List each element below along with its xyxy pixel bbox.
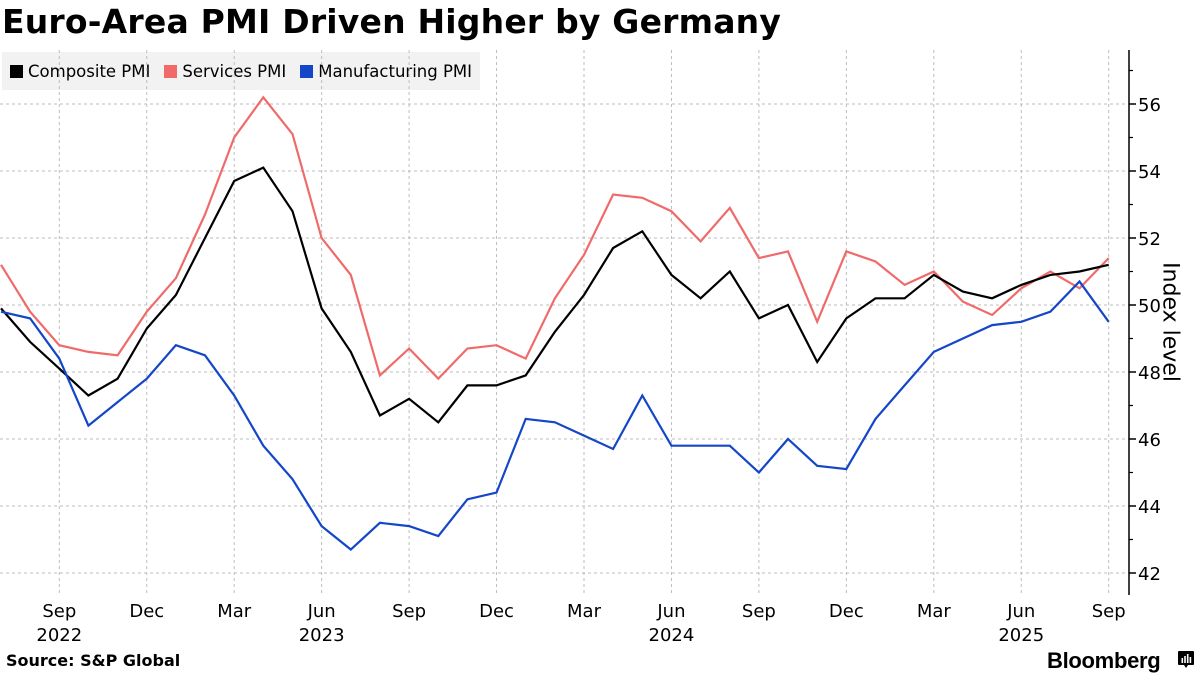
y-tick-label: 52 xyxy=(1138,229,1161,250)
x-tick-year-label: 2025 xyxy=(998,625,1044,646)
x-tick-label: Sep xyxy=(1092,601,1126,622)
x-tick-label: Mar xyxy=(917,601,952,622)
x-tick-label: Dec xyxy=(129,601,164,622)
legend-swatch-services xyxy=(164,64,178,78)
source-note: Source: S&P Global xyxy=(6,651,181,670)
legend-label-composite: Composite PMI xyxy=(28,61,151,81)
x-tick-label: Dec xyxy=(829,601,864,622)
y-tick-label: 56 xyxy=(1138,95,1161,116)
x-tick-label: Sep xyxy=(42,601,76,622)
x-tick-label: Sep xyxy=(392,601,426,622)
series-line-services-pmi xyxy=(0,95,1110,381)
legend-item-manufacturing: Manufacturing PMI xyxy=(300,62,472,81)
y-axis: 42 44 46 48 50 52 54 56 xyxy=(1128,50,1161,595)
series-line-manufacturing-pmi xyxy=(0,279,1110,551)
series-line-composite-pmi xyxy=(0,166,1109,424)
x-tick-label: Mar xyxy=(567,601,602,622)
legend-swatch-manufacturing xyxy=(300,64,314,78)
legend-swatch-composite xyxy=(10,64,23,78)
legend-item-composite: Composite PMI xyxy=(10,62,150,81)
x-axis: Sep 2022 Dec Mar Jun 2023 Sep Dec Mar Jun 2024 Sep D… xyxy=(36,601,1125,646)
x-tick-label: Jun xyxy=(1006,601,1035,622)
x-tick-year-label: 2024 xyxy=(649,625,695,646)
x-tick-label: Jun xyxy=(656,601,685,622)
series-lines xyxy=(0,95,1110,551)
x-tick-label: Dec xyxy=(479,601,514,622)
x-tick-year-label: 2023 xyxy=(299,625,345,646)
chart-title: Euro-Area PMI Driven Higher by Germany xyxy=(2,2,782,41)
y-tick-label: 48 xyxy=(1138,363,1161,384)
y-tick-label: 54 xyxy=(1138,162,1161,183)
y-tick-label: 50 xyxy=(1138,296,1161,317)
y-tick-label: 42 xyxy=(1138,564,1161,585)
y-axis-label: Index level xyxy=(1157,262,1183,382)
y-tick-label: 44 xyxy=(1138,497,1161,518)
x-tick-year-label: 2022 xyxy=(36,625,82,646)
legend-label-manufacturing: Manufacturing PMI xyxy=(318,61,473,81)
gridlines xyxy=(0,50,1129,595)
y-tick-label: 46 xyxy=(1138,430,1161,451)
x-tick-label: Sep xyxy=(742,601,776,622)
x-tick-label: Jun xyxy=(307,601,336,622)
bloomberg-logo: Bloomberg xyxy=(1047,648,1161,673)
x-tick-label: Mar xyxy=(217,601,252,622)
bloomberg-terminal-icon xyxy=(1178,651,1194,668)
